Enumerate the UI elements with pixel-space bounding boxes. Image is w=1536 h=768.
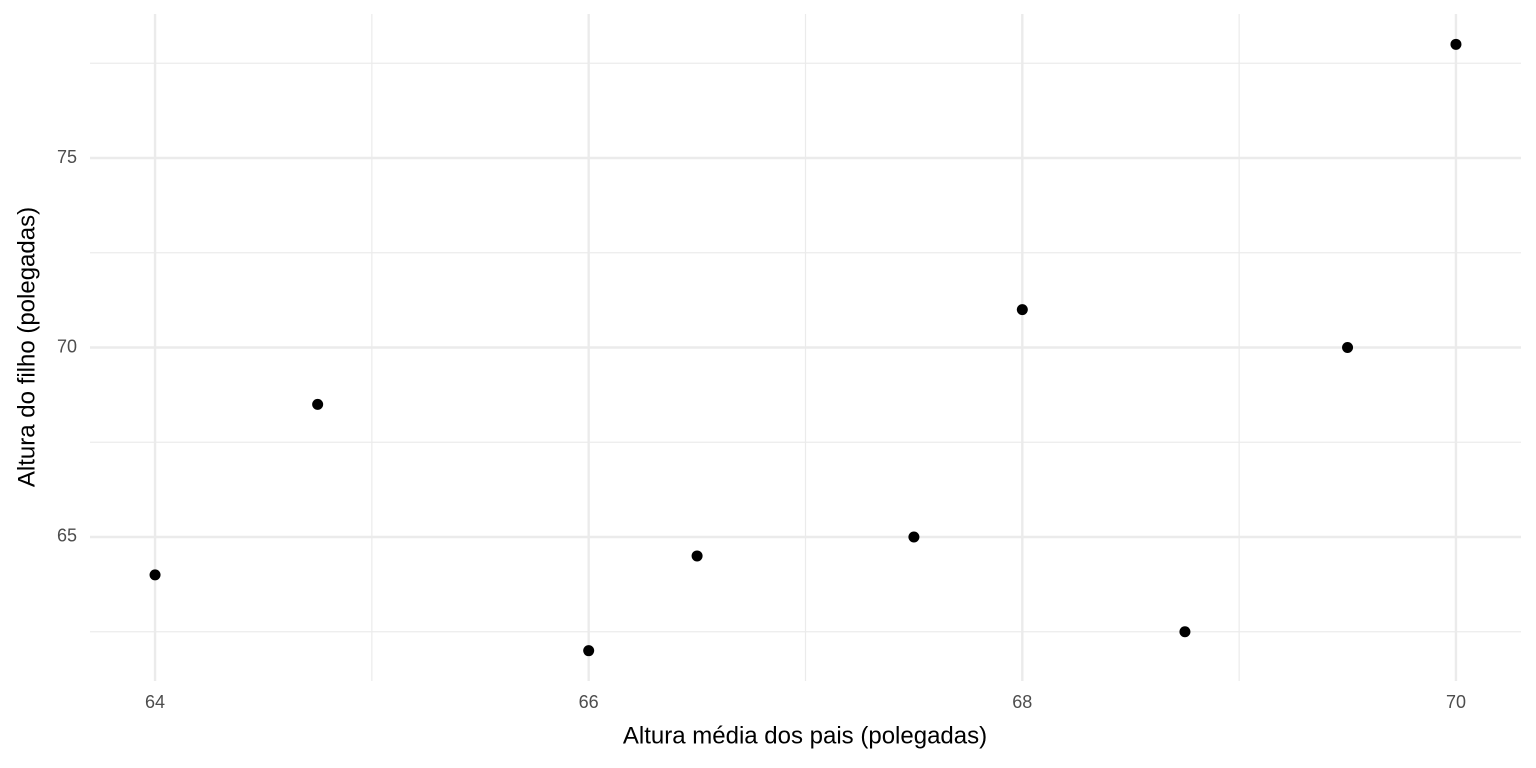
x-tick-label: 66 <box>579 692 599 712</box>
y-tick-label: 70 <box>57 336 77 356</box>
x-tick-label: 70 <box>1446 692 1466 712</box>
x-tick-label: 64 <box>145 692 165 712</box>
point <box>1016 304 1028 316</box>
point <box>691 550 703 562</box>
y-tick-label: 75 <box>57 147 77 167</box>
y-axis-title: Altura do filho (polegadas) <box>13 207 40 487</box>
y-tick-label: 65 <box>57 526 77 546</box>
point <box>908 531 920 543</box>
x-axis-title: Altura média dos pais (polegadas) <box>623 722 987 749</box>
point <box>1450 38 1462 50</box>
point <box>1342 342 1354 353</box>
point <box>583 645 595 657</box>
point <box>312 398 324 410</box>
point <box>1179 626 1191 638</box>
point <box>149 569 161 581</box>
x-tick-label: 68 <box>1012 692 1032 712</box>
